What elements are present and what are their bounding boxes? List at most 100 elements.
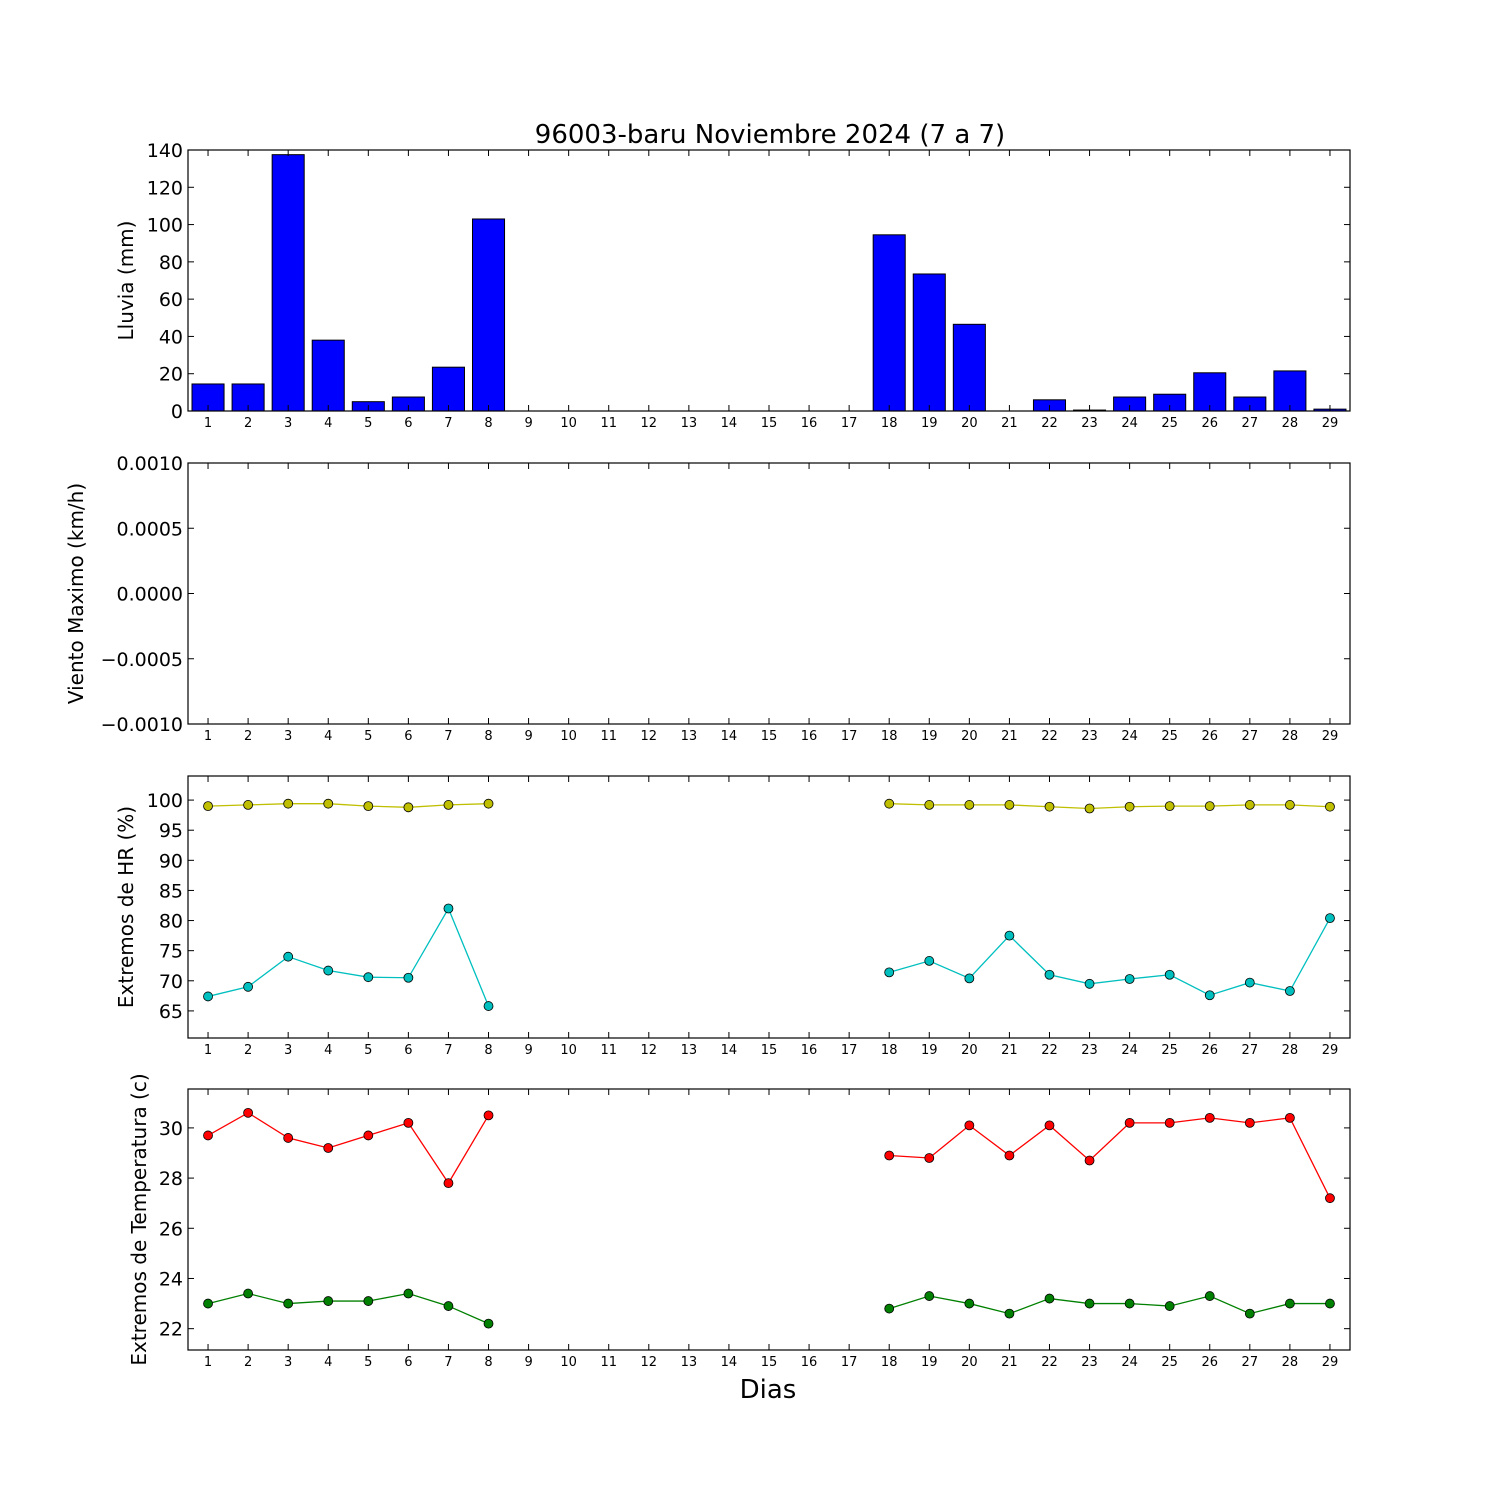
x-tick-label: 17 — [841, 1043, 858, 1058]
series-1-point-day-23 — [1084, 1298, 1095, 1309]
x-tick-label: 20 — [961, 416, 978, 431]
x-tick-label: 25 — [1161, 1043, 1178, 1058]
x-tick-label: 18 — [881, 1043, 898, 1058]
y-tick-label: 24 — [159, 1268, 183, 1290]
series-1-point-day-1 — [203, 991, 213, 1002]
y-tick-label: 60 — [159, 289, 183, 311]
x-tick-label: 11 — [600, 1043, 617, 1058]
series-0-point-day-19 — [924, 800, 935, 810]
x-tick-label: 19 — [921, 1043, 938, 1058]
series-0-point-day-29 — [1325, 1193, 1335, 1204]
series-1-point-day-28 — [1284, 986, 1295, 996]
series-0-point-day-21 — [1004, 800, 1015, 810]
x-tick-label: 8 — [484, 416, 492, 431]
x-tick-label: 7 — [444, 1043, 452, 1058]
x-tick-label: 7 — [444, 729, 452, 744]
rain-bar-day-4 — [311, 339, 345, 412]
x-tick-label: 20 — [961, 729, 978, 744]
series-1-point-day-21 — [1004, 930, 1015, 941]
series-0-point-day-5 — [363, 801, 374, 812]
series-0-point-day-27 — [1244, 1117, 1255, 1128]
series-0-point-day-24 — [1124, 801, 1135, 812]
series-0-point-day-18 — [884, 1150, 895, 1161]
x-tick-label: 21 — [1001, 729, 1018, 744]
x-tick-label: 19 — [921, 416, 938, 431]
series-0-point-day-8 — [483, 798, 494, 809]
series-1-point-day-22 — [1044, 969, 1055, 980]
x-tick-label: 28 — [1282, 1355, 1299, 1370]
x-tick-label: 3 — [284, 1043, 292, 1058]
x-tick-label: 18 — [881, 729, 898, 744]
series-0-point-day-22 — [1044, 801, 1055, 812]
x-tick-label: 9 — [524, 1043, 532, 1058]
x-tick-label: 25 — [1161, 1355, 1178, 1370]
y-tick-label: 26 — [159, 1218, 183, 1240]
series-1-point-day-6 — [403, 972, 414, 983]
series-0-point-day-19 — [924, 1153, 935, 1163]
series-1-point-day-26 — [1204, 990, 1215, 1001]
plot-frame — [187, 149, 1351, 412]
x-tick-label: 13 — [681, 729, 698, 744]
series-0-point-day-29 — [1325, 801, 1335, 812]
series-1-point-day-1 — [203, 1298, 213, 1309]
x-tick-label: 20 — [961, 1043, 978, 1058]
x-tick-label: 7 — [444, 416, 452, 431]
x-tick-label: 28 — [1282, 416, 1299, 431]
x-tick-label: 22 — [1041, 1355, 1058, 1370]
series-0-point-day-20 — [964, 800, 975, 810]
series-0-point-day-3 — [283, 1133, 294, 1143]
series-1-point-day-18 — [884, 967, 895, 978]
series-0-point-day-18 — [884, 798, 895, 809]
y-tick-label: 120 — [147, 177, 183, 199]
x-tick-label: 10 — [560, 416, 577, 431]
x-tick-label: 27 — [1242, 729, 1259, 744]
series-1-point-day-27 — [1244, 977, 1255, 988]
x-tick-label: 22 — [1041, 416, 1058, 431]
x-tick-label: 24 — [1121, 416, 1138, 431]
y-tick-label: 75 — [159, 941, 183, 963]
y-tick-label: 70 — [159, 971, 183, 993]
series-0-point-day-22 — [1044, 1120, 1055, 1131]
y-tick-label: 95 — [159, 820, 183, 842]
series-0-point-day-8 — [483, 1110, 494, 1121]
x-tick-label: 23 — [1081, 729, 1098, 744]
plot-frame — [187, 462, 1351, 725]
x-tick-label: 28 — [1282, 729, 1299, 744]
x-tick-label: 5 — [364, 416, 372, 431]
x-tick-label: 25 — [1161, 729, 1178, 744]
series-1-line — [889, 917, 1331, 996]
y-tick-label: 65 — [159, 1001, 183, 1023]
series-0-point-day-23 — [1084, 803, 1095, 814]
x-tick-label: 2 — [244, 1043, 252, 1058]
series-1-point-day-2 — [243, 981, 254, 992]
x-tick-label: 9 — [524, 729, 532, 744]
x-tick-label: 13 — [681, 416, 698, 431]
x-tick-label: 5 — [364, 1355, 372, 1370]
x-tick-label: 18 — [881, 416, 898, 431]
series-1-point-day-29 — [1325, 913, 1335, 924]
series-1-point-day-3 — [283, 951, 294, 962]
series-1-point-day-19 — [924, 1291, 935, 1301]
x-tick-label: 2 — [244, 729, 252, 744]
series-1-point-day-26 — [1204, 1291, 1215, 1301]
x-tick-label: 26 — [1201, 1355, 1218, 1370]
x-tick-label: 25 — [1161, 416, 1178, 431]
series-1-point-day-22 — [1044, 1293, 1055, 1304]
x-tick-label: 13 — [681, 1043, 698, 1058]
series-1-line — [889, 1295, 1330, 1315]
y-tick-label: 30 — [159, 1118, 183, 1140]
x-tick-label: 24 — [1121, 1043, 1138, 1058]
y-axis-label: Extremos de HR (%) — [114, 806, 138, 1008]
x-tick-label: 11 — [600, 416, 617, 431]
x-tick-label: 15 — [761, 1043, 778, 1058]
series-1-point-day-5 — [363, 1296, 374, 1306]
x-tick-label: 16 — [801, 1043, 818, 1058]
series-1-point-day-20 — [964, 973, 975, 984]
x-tick-label: 8 — [484, 1355, 492, 1370]
series-1-point-day-24 — [1124, 1298, 1135, 1309]
series-0-point-day-25 — [1164, 801, 1175, 812]
x-tick-label: 15 — [761, 416, 778, 431]
x-tick-label: 15 — [761, 1355, 778, 1370]
